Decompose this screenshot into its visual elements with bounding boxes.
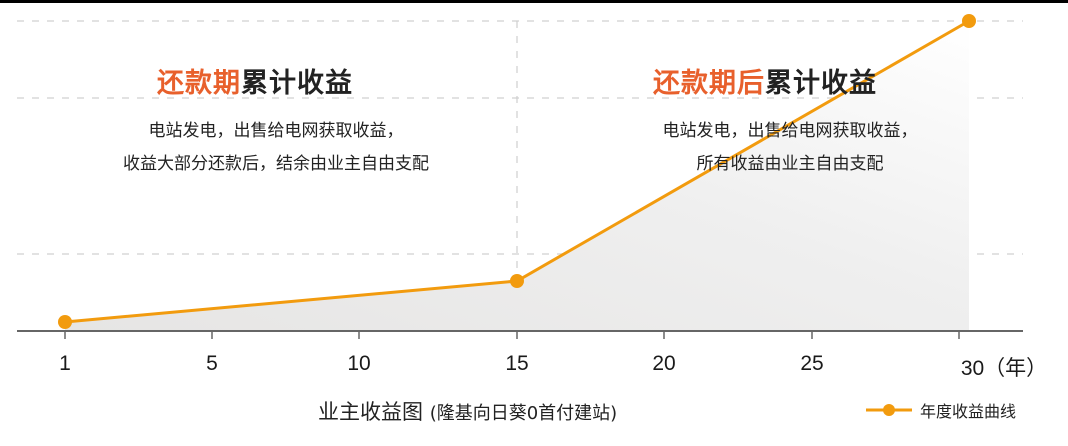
legend-label: 年度收益曲线 bbox=[920, 402, 1017, 421]
x-tick-label: 1 bbox=[59, 352, 71, 375]
right-desc-line2: 所有收益由业主自由支配 bbox=[696, 154, 884, 174]
chart-title-sub: (隆基向日葵0首付建站) bbox=[429, 403, 618, 424]
chart-title-main: 业主收益图 bbox=[318, 400, 423, 424]
gridlines bbox=[17, 20, 1023, 255]
left-panel-description: 电站发电，出售给电网获取收益， 收益大部分还款后，结余由业主自由支配 bbox=[60, 115, 492, 181]
x-tick-label: 25 bbox=[800, 352, 824, 375]
legend[interactable]: 年度收益曲线 bbox=[866, 398, 1016, 422]
x-tick-label: 5 bbox=[206, 352, 218, 375]
right-title-highlight: 还款期后 bbox=[653, 68, 765, 99]
data-point-year-1[interactable] bbox=[58, 315, 72, 329]
chart-title: 业主收益图 (隆基向日葵0首付建站) bbox=[318, 396, 617, 426]
right-title-rest: 累计收益 bbox=[765, 68, 877, 99]
x-tick-label: 15 bbox=[505, 352, 529, 375]
right-desc-line1: 电站发电，出售给电网获取收益， bbox=[662, 121, 918, 141]
x-tick-label: 20 bbox=[652, 352, 676, 375]
left-panel-title: 还款期累计收益 bbox=[157, 61, 353, 100]
right-panel-title: 还款期后累计收益 bbox=[653, 61, 877, 100]
x-tick-label-last: 30（年） bbox=[960, 357, 1048, 380]
left-desc-line1: 电站发电，出售给电网获取收益， bbox=[148, 121, 404, 141]
data-point-year-15[interactable] bbox=[510, 274, 524, 288]
right-panel-description: 电站发电，出售给电网获取收益， 所有收益由业主自由支配 bbox=[580, 115, 1000, 181]
legend-line-marker-icon bbox=[866, 404, 912, 416]
left-desc-line2: 收益大部分还款后，结余由业主自由支配 bbox=[123, 154, 429, 174]
data-point-year-30[interactable] bbox=[962, 14, 976, 28]
x-ticks bbox=[64, 331, 960, 339]
left-title-highlight: 还款期 bbox=[157, 68, 241, 99]
top-border bbox=[0, 0, 1068, 3]
x-tick-label: 10 bbox=[347, 352, 371, 375]
area-fill bbox=[65, 21, 969, 331]
left-title-rest: 累计收益 bbox=[241, 68, 353, 99]
